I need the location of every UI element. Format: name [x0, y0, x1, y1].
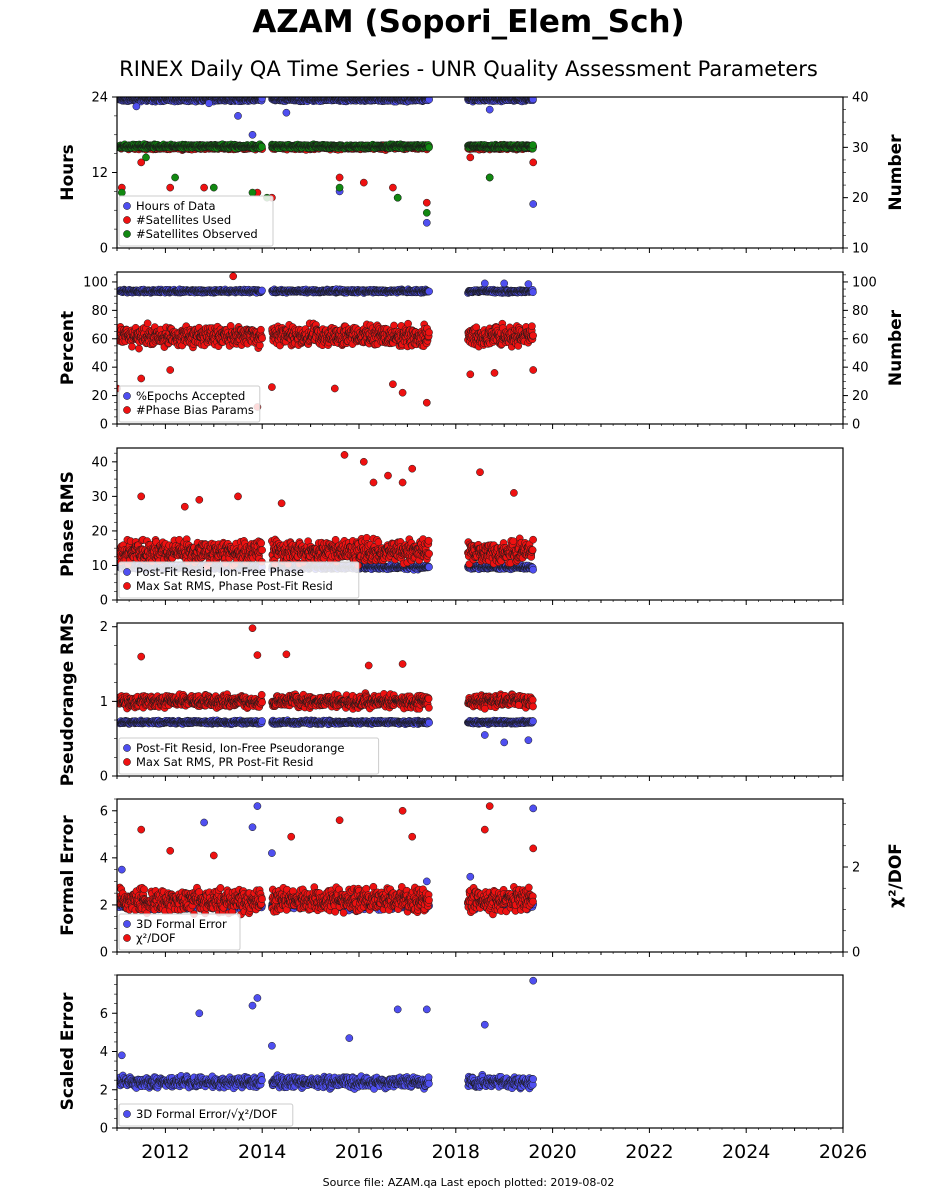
data-point: [335, 183, 344, 192]
data-point: [248, 130, 257, 139]
data-point: [485, 173, 494, 182]
page-title: AZAM (Sopori_Elem_Sch): [252, 4, 685, 40]
data-point: [393, 193, 402, 202]
data-point: [258, 286, 266, 295]
data-point: [466, 153, 475, 162]
data-point: [422, 218, 431, 227]
data-point: [422, 198, 431, 207]
legend: Hours of Data#Satellites Used#Satellites…: [118, 195, 274, 247]
series-blue: [117, 97, 538, 227]
data-point: [248, 188, 257, 197]
data-point: [359, 178, 368, 187]
data-point: [500, 279, 509, 288]
data-point: [529, 288, 537, 297]
data-point: [257, 325, 265, 334]
legend-label: Hours of Data: [136, 199, 216, 213]
data-point: [529, 141, 537, 149]
y2-tick-label: 20: [852, 191, 869, 206]
data-point: [425, 97, 433, 104]
data-point: [142, 153, 150, 162]
y-tick-label: 24: [91, 91, 108, 106]
data-point: [137, 158, 146, 167]
data-point: [171, 173, 179, 182]
data-point: [529, 158, 538, 167]
page-subtitle: RINEX Daily QA Time Series - UNR Quality…: [119, 57, 818, 81]
data-point: [128, 342, 136, 351]
data-point: [258, 97, 266, 103]
data-point: [132, 102, 141, 111]
data-point: [485, 105, 494, 114]
data-point: [200, 183, 208, 192]
data-point: [135, 344, 143, 353]
data-point: [117, 188, 126, 197]
legend-marker: [123, 230, 131, 238]
data-point: [234, 112, 242, 120]
legend-label: #Satellites Observed: [136, 227, 258, 241]
data-point: [258, 334, 266, 343]
panel-2: 020406080100Percent020406080100Number%Ep…: [58, 271, 906, 433]
y2-tick-label: 30: [852, 141, 869, 156]
points-1: [117, 97, 538, 227]
data-point: [529, 97, 537, 104]
data-point: [205, 99, 213, 108]
legend-marker: [123, 216, 131, 224]
legend-label: #Satellites Used: [136, 213, 231, 227]
legend-marker: [123, 202, 131, 210]
data-point: [425, 143, 433, 152]
data-point: [335, 173, 344, 182]
y-tick-label: 0: [100, 242, 108, 257]
data-point: [258, 143, 266, 151]
y-tick-label: 12: [91, 166, 108, 181]
series-green: [117, 140, 537, 217]
data-point: [143, 319, 152, 328]
y2-axis-label: Number: [886, 134, 906, 211]
data-point: [524, 280, 533, 288]
data-point: [209, 183, 218, 192]
data-point: [422, 208, 431, 217]
data-point: [282, 108, 291, 117]
y2-tick-label: 40: [852, 91, 869, 106]
data-point: [480, 279, 489, 288]
data-point: [529, 200, 538, 208]
data-point: [166, 183, 175, 192]
data-point: [425, 287, 433, 296]
series-blue: [117, 279, 537, 297]
data-point: [389, 183, 397, 192]
y2-tick-label: 10: [852, 242, 869, 257]
y-axis-label: Hours: [58, 144, 78, 201]
